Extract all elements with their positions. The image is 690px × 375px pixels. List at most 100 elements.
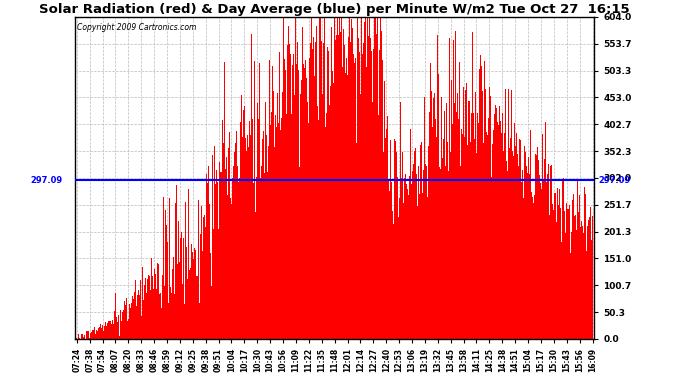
Bar [486,132,487,339]
Bar [259,178,261,339]
Bar [483,143,484,339]
Bar [438,74,440,339]
Bar [356,144,357,339]
Bar [263,131,264,339]
Bar [328,51,329,339]
Bar [201,206,202,339]
Bar [128,319,129,339]
Bar [313,37,314,339]
Bar [217,182,218,339]
Bar [489,87,490,339]
Bar [485,89,486,339]
Bar [144,285,145,339]
Bar [579,195,580,339]
Bar [173,257,175,339]
Bar [143,300,144,339]
Bar [493,130,494,339]
Bar [363,43,364,339]
Bar [130,308,131,339]
Bar [578,212,579,339]
Bar [466,83,467,339]
Bar [78,334,79,339]
Bar [429,112,431,339]
Bar [277,123,279,339]
Bar [195,249,196,339]
Bar [349,17,350,339]
Bar [295,17,297,339]
Bar [157,264,159,339]
Bar [291,114,293,339]
Bar [460,166,461,339]
Bar [306,78,307,339]
Bar [122,312,123,339]
Bar [333,83,334,339]
Bar [411,183,413,339]
Bar [282,17,284,339]
Bar [368,36,369,339]
Text: 297.09: 297.09 [31,176,63,185]
Bar [284,70,286,339]
Bar [536,154,538,339]
Bar [551,165,552,339]
Bar [584,187,585,339]
Bar [233,166,234,339]
Bar [522,198,524,339]
Bar [221,172,222,339]
Bar [369,17,370,339]
Bar [191,244,193,339]
Bar [426,166,427,339]
Bar [591,240,592,339]
Bar [119,336,120,339]
Bar [177,264,179,339]
Bar [244,106,245,339]
Bar [112,320,113,339]
Bar [576,230,577,339]
Bar [499,106,500,339]
Bar [270,112,272,339]
Bar [218,230,219,339]
Bar [198,200,199,339]
Bar [180,238,181,339]
Bar [134,292,135,339]
Bar [299,167,300,339]
Bar [206,174,207,339]
Bar [147,279,148,339]
Bar [253,183,254,339]
Bar [469,101,470,339]
Bar [408,177,409,339]
Bar [179,262,180,339]
Bar [418,166,420,339]
Bar [480,55,481,339]
Bar [553,210,554,339]
Bar [476,153,477,339]
Bar [320,17,322,339]
Bar [482,91,483,339]
Bar [470,142,471,339]
Bar [422,193,424,339]
Bar [360,94,361,339]
Bar [129,304,130,339]
Bar [92,330,93,339]
Bar [586,251,587,339]
Bar [258,118,259,339]
Bar [570,254,571,339]
Bar [533,202,535,339]
Bar [150,258,152,339]
Bar [250,34,252,339]
Bar [79,338,80,339]
Bar [127,321,128,339]
Bar [231,204,232,339]
Bar [175,203,177,339]
Bar [315,42,316,339]
Bar [171,293,172,339]
Bar [288,26,290,339]
Bar [568,209,569,339]
Bar [561,242,562,339]
Bar [286,45,288,339]
Bar [506,171,508,339]
Bar [479,69,480,339]
Bar [452,124,453,339]
Bar [268,60,270,339]
Bar [337,17,338,339]
Bar [338,35,339,339]
